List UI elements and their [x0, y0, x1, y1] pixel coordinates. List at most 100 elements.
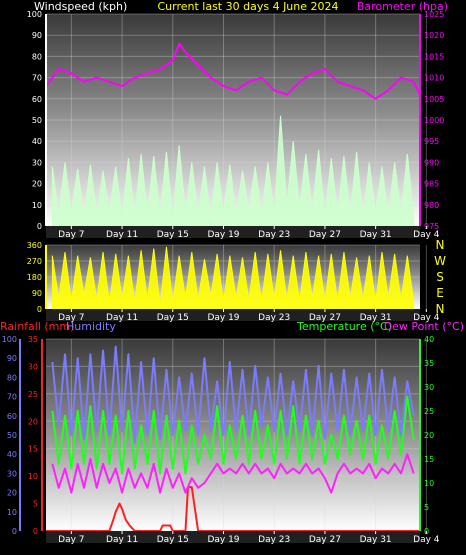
- y2-tick-label: 1010: [424, 74, 444, 83]
- dewpoint-title: Dew Point (°C): [384, 320, 464, 333]
- x-tick-label: Day 31: [360, 230, 392, 240]
- y-tick-label: 90: [32, 289, 42, 298]
- x-tick-label: Day 11: [106, 313, 138, 323]
- y2-tick-label: 5: [424, 503, 429, 512]
- x-tick-label: Day 23: [258, 230, 290, 240]
- x-tick-label: Day 23: [258, 313, 290, 323]
- temp-panel-bg: [46, 339, 420, 531]
- temperature-title: Temperature (°C): [296, 320, 392, 333]
- dew-point-c-line: [51, 453, 415, 494]
- compass-s: S: [436, 270, 444, 284]
- y2-tick-label: 1015: [424, 52, 444, 61]
- y-tick-label: 15: [28, 445, 38, 454]
- chart-title: Current last 30 days 4 June 2024: [157, 0, 338, 13]
- y-tick-label: 0: [37, 305, 42, 314]
- wind-direction-area: [51, 246, 415, 310]
- x-tick-label: Day 15: [157, 535, 189, 545]
- y2-tick-label: 20: [424, 431, 434, 440]
- x-tick-label: Day 19: [207, 230, 239, 240]
- y2-tick-label: 980: [424, 201, 439, 210]
- y2-tick-label: 1025: [424, 10, 444, 19]
- windspeed-title: Windspeed (kph): [34, 0, 127, 13]
- y3-tick-label: 70: [7, 393, 17, 402]
- x-tick-label: Day 27: [309, 535, 341, 545]
- compass-n-top: N: [436, 238, 445, 252]
- temperature-c-line: [51, 395, 415, 475]
- y-tick-label: 25: [28, 390, 38, 399]
- y-tick-label: 10: [28, 472, 38, 481]
- y3-tick-label: 100: [2, 335, 17, 344]
- y2-tick-label: 15: [424, 455, 434, 464]
- x-tick-label: Day 15: [157, 230, 189, 240]
- y2-tick-label: 30: [424, 383, 434, 392]
- y3-tick-label: 20: [7, 489, 17, 498]
- y-tick-label: 70: [32, 74, 42, 83]
- compass-n-bottom: N: [436, 302, 445, 316]
- y3-tick-label: 10: [7, 508, 17, 517]
- y-tick-label: 0: [33, 527, 38, 536]
- x-tick-label: Day 7: [58, 535, 84, 545]
- y-tick-label: 100: [27, 10, 42, 19]
- y3-tick-label: 80: [7, 373, 17, 382]
- y2-tick-label: 25: [424, 407, 434, 416]
- y2-tick-label: 990: [424, 158, 439, 167]
- y-tick-label: 180: [27, 273, 42, 282]
- x-tick-label: Day 31: [360, 313, 392, 323]
- y-tick-label: 90: [32, 31, 42, 40]
- x-axis-band: [46, 226, 420, 238]
- rainfall-title: Rainfall (mm): [0, 320, 74, 333]
- y-tick-label: 360: [27, 241, 42, 250]
- x-tick-label: Day 19: [207, 313, 239, 323]
- x-tick-label: Day 4: [413, 313, 440, 323]
- barometer-hpa-line: [45, 42, 421, 100]
- y-tick-label: 5: [33, 500, 38, 509]
- x-tick-label: Day 23: [258, 535, 290, 545]
- y-tick-label: 35: [28, 335, 38, 344]
- x-tick-label: Day 11: [106, 535, 138, 545]
- y3-tick-label: 30: [7, 469, 17, 478]
- y-tick-label: 80: [32, 52, 42, 61]
- x-tick-label: Day 31: [360, 535, 392, 545]
- y-tick-label: 30: [28, 362, 38, 371]
- y-tick-label: 60: [32, 95, 42, 104]
- x-tick-label: Day 7: [58, 230, 84, 240]
- y2-tick-label: 35: [424, 359, 434, 368]
- y-tick-label: 0: [37, 222, 42, 231]
- x-tick-label: Day 7: [58, 313, 84, 323]
- y-tick-label: 50: [32, 116, 42, 125]
- x-tick-label: Day 4: [413, 535, 440, 545]
- y3-tick-label: 60: [7, 412, 17, 421]
- compass-e: E: [436, 286, 444, 300]
- y-tick-label: 270: [27, 257, 42, 266]
- x-tick-label: Day 27: [309, 230, 341, 240]
- y-tick-label: 20: [32, 180, 42, 189]
- x-tick-label: Day 4: [413, 230, 440, 240]
- barometer-title: Barometer (hpa): [357, 0, 448, 13]
- y2-tick-label: 10: [424, 479, 434, 488]
- y2-tick-label: 1020: [424, 31, 444, 40]
- y3-tick-label: 50: [7, 431, 17, 440]
- x-axis-band: [46, 309, 420, 321]
- y-tick-label: 20: [28, 417, 38, 426]
- compass-w: W: [434, 254, 446, 268]
- y2-tick-label: 985: [424, 180, 439, 189]
- y3-tick-label: 40: [7, 450, 17, 459]
- x-tick-label: Day 11: [106, 230, 138, 240]
- windspeed-kph-area: [51, 115, 415, 227]
- y3-tick-label: 90: [7, 354, 17, 363]
- x-tick-label: Day 15: [157, 313, 189, 323]
- y-tick-label: 30: [32, 158, 42, 167]
- x-axis-band: [46, 531, 420, 543]
- y-tick-label: 40: [32, 137, 42, 146]
- x-tick-label: Day 27: [309, 313, 341, 323]
- y2-tick-label: 40: [424, 335, 434, 344]
- y3-tick-label: 0: [12, 527, 17, 536]
- humidity-line: [51, 345, 415, 444]
- y2-tick-label: 1005: [424, 95, 444, 104]
- y2-tick-label: 975: [424, 222, 439, 231]
- humidity-title: Humidity: [66, 320, 116, 333]
- x-tick-label: Day 19: [207, 535, 239, 545]
- y2-tick-label: 1000: [424, 116, 444, 125]
- y2-tick-label: 995: [424, 137, 439, 146]
